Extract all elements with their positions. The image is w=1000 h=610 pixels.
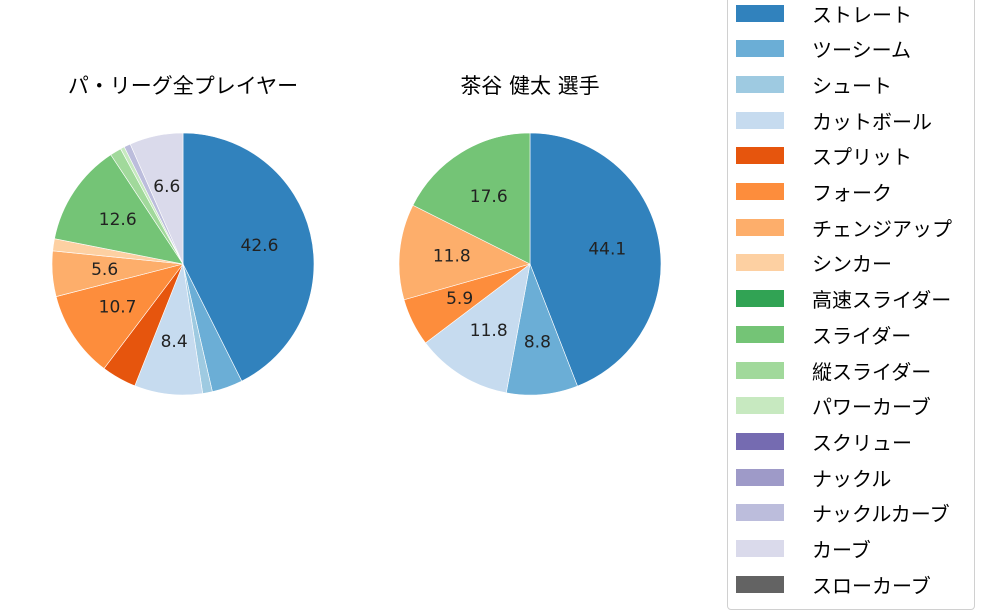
- pie-slice-スライダー: [54, 154, 184, 265]
- legend-item: ナックル: [736, 465, 892, 491]
- slice-value-label: 8.8: [524, 332, 551, 352]
- legend-item: ストレート: [736, 1, 912, 27]
- legend-swatch: [736, 397, 784, 415]
- slice-value-label: 11.8: [433, 247, 471, 267]
- legend-label: シンカー: [812, 252, 892, 277]
- legend-swatch: [736, 218, 784, 236]
- legend-item: パワーカーブ: [736, 394, 931, 420]
- legend-item: スクリュー: [736, 429, 912, 455]
- legend-label: チェンジアップ: [812, 216, 952, 241]
- legend-label: スローカーブ: [812, 573, 931, 598]
- legend-swatch: [736, 183, 784, 200]
- legend-swatch: [736, 575, 784, 593]
- legend-item: 高速スライダー: [736, 287, 952, 313]
- legend-label: フォーク: [812, 181, 892, 205]
- pie-slice-ストレート: [182, 132, 315, 382]
- legend-swatch: [736, 432, 784, 450]
- legend-item: カーブ: [736, 537, 871, 562]
- pie-slice-カーブ: [129, 132, 184, 265]
- legend-item: スプリット: [736, 144, 912, 170]
- pie-slice-カットボール: [425, 263, 531, 394]
- legend-item: チェンジアップ: [736, 215, 952, 241]
- legend-item: シンカー: [736, 251, 892, 277]
- chart-title-league: パ・リーグ全プレイヤー: [67, 74, 299, 98]
- slice-value-label: 44.1: [588, 240, 626, 260]
- legend-item: 縦スライダー: [736, 358, 932, 384]
- legend-label: シュート: [812, 73, 892, 98]
- pie-chart-league: 42.6 8.4 10.7 5.6 12.6 6.6: [51, 132, 315, 396]
- legend-label: 縦スライダー: [812, 359, 932, 384]
- chart-title-player: 茶谷 健太 選手: [460, 74, 600, 98]
- legend-swatch: [736, 540, 784, 557]
- slice-value-label: 17.6: [470, 187, 508, 207]
- legend-swatch: [736, 254, 784, 272]
- slice-value-label: 5.9: [446, 289, 473, 309]
- legend-label: カーブ: [812, 538, 871, 562]
- legend-item: シュート: [736, 72, 892, 98]
- legend-swatch: [736, 325, 784, 343]
- legend-label: ツーシーム: [812, 38, 911, 63]
- legend-item: スライダー: [736, 322, 912, 348]
- legend-swatch: [736, 290, 784, 308]
- pie-charts: 42.6 8.4 10.7 5.6 12.6 6.6 44.1 8.8 11.8 5.9 11.8…: [51, 132, 662, 396]
- legend-swatch: [736, 147, 784, 165]
- legend-swatch: [736, 361, 784, 379]
- legend-item: ツーシーム: [736, 37, 911, 63]
- slice-value-label: 10.7: [99, 298, 137, 318]
- pie-chart-player: 44.1 8.8 11.8 5.9 11.8 17.6: [398, 132, 662, 396]
- legend-item: カットボール: [736, 108, 932, 134]
- slice-value-label: 5.6: [91, 260, 118, 280]
- slice-value-label: 8.4: [161, 332, 188, 352]
- legend-label: 高速スライダー: [812, 288, 952, 313]
- slice-value-label: 12.6: [99, 210, 137, 230]
- legend-swatch: [736, 4, 784, 22]
- legend-label: ストレート: [812, 2, 912, 27]
- legend-swatch: [736, 75, 784, 93]
- slice-value-label: 6.6: [153, 177, 180, 197]
- legend-item: ナックルカーブ: [736, 501, 950, 527]
- legend-label: ナックル: [812, 466, 892, 491]
- pie-slice-ストレート: [529, 132, 662, 387]
- slice-value-label: 11.8: [470, 321, 508, 341]
- legend-swatch: [736, 504, 784, 522]
- legend-label: スクリュー: [812, 430, 912, 455]
- legend-label: パワーカーブ: [812, 395, 931, 420]
- legend-label: ナックルカーブ: [812, 502, 950, 527]
- slice-value-label: 42.6: [241, 236, 279, 256]
- legend-swatch: [736, 111, 784, 129]
- pie-slice-チェンジアップ: [398, 204, 531, 301]
- pie-slice-スライダー: [412, 132, 531, 265]
- legend-label: スプリット: [812, 145, 912, 170]
- legend-swatch: [736, 40, 784, 58]
- legend-item: フォーク: [736, 180, 892, 205]
- legend: ストレートツーシームシュートカットボール スプリットフォークチェンジアップ シンカー…: [727, 0, 975, 610]
- legend-label: スライダー: [812, 323, 912, 348]
- pie-slice-フォーク: [55, 263, 184, 369]
- legend-item: スローカーブ: [736, 572, 931, 598]
- legend-label: カットボール: [812, 109, 932, 134]
- legend-swatch: [736, 468, 784, 486]
